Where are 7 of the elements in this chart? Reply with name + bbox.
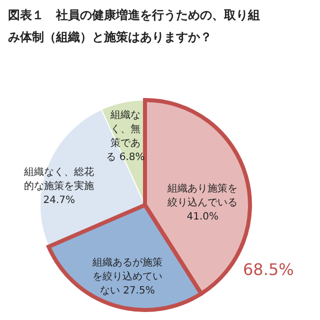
slice-label: 組織あり施策を絞り込んでいる: [166, 182, 238, 208]
chart-title: 図表１ 社員の健康増進を行うための、取り組み体制（組織）と施策はありますか？: [8, 8, 260, 44]
text: 68.5%: [243, 260, 294, 279]
slice-label: 組織あるが施策を絞り込めていない 27.5%: [91, 256, 162, 296]
data-label: 41.0%: [186, 211, 219, 222]
slice-label: 組織なく、総花的な施策を実施: [23, 166, 94, 192]
data-label: 24.7%: [43, 194, 76, 206]
